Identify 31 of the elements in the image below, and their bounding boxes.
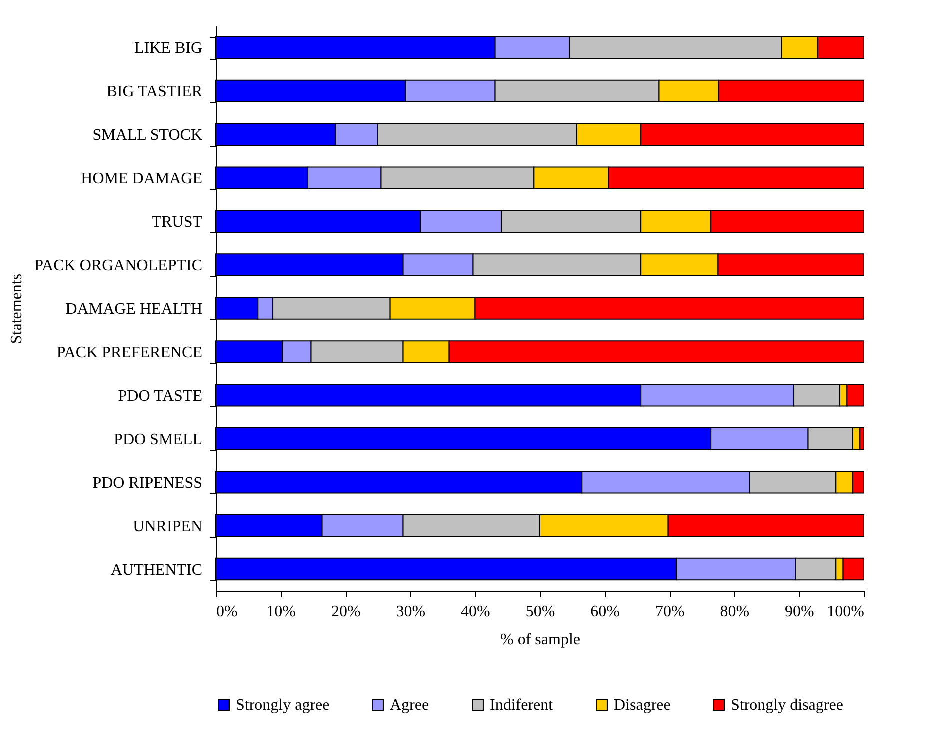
legend-label: Agree xyxy=(390,697,430,714)
y-tick-label: SMALL STOCK xyxy=(92,127,203,144)
legend-label: Strongly agree xyxy=(236,697,330,714)
y-tick-label: PACK PREFERENCE xyxy=(56,344,202,362)
legend-label: Disagree xyxy=(614,697,671,714)
y-tick-label: DAMAGE HEALTH xyxy=(66,301,203,318)
y-tick-label: PDO TASTE xyxy=(118,388,202,405)
y-tick-label: PACK ORGANOLEPTIC xyxy=(34,258,202,275)
y-tick-label: TRUST xyxy=(152,214,203,232)
y-tick-label: LIKE BIG xyxy=(134,40,203,58)
y-tick-label: UNRIPEN xyxy=(133,518,203,536)
y-tick-label: HOME DAMAGE xyxy=(81,170,202,188)
x-tick-label: 90% xyxy=(785,604,814,620)
x-axis-title: % of sample xyxy=(500,632,580,648)
x-tick-label: 10% xyxy=(266,604,296,620)
x-tick-label: 100% xyxy=(827,604,864,620)
x-tick-label: 40% xyxy=(461,604,490,620)
x-tick-label: 20% xyxy=(331,604,361,620)
y-tick-label: BIG TASTIER xyxy=(106,84,203,101)
x-tick-label: 60% xyxy=(590,604,620,620)
legend-label: Indiferent xyxy=(490,697,554,714)
y-tick-label: AUTHENTIC xyxy=(110,562,202,579)
y-axis-title: Statements xyxy=(8,274,26,344)
x-tick-label: 50% xyxy=(526,604,556,620)
y-tick-label: PDO SMELL xyxy=(114,431,202,448)
x-tick-label: 30% xyxy=(396,604,426,620)
x-tick-label: 80% xyxy=(720,604,750,620)
legend-label: Strongly disagree xyxy=(731,697,844,714)
y-tick-label: PDO RIPENESS xyxy=(92,474,202,492)
x-tick-label: 70% xyxy=(655,604,685,620)
x-tick-label: 0% xyxy=(216,604,238,620)
